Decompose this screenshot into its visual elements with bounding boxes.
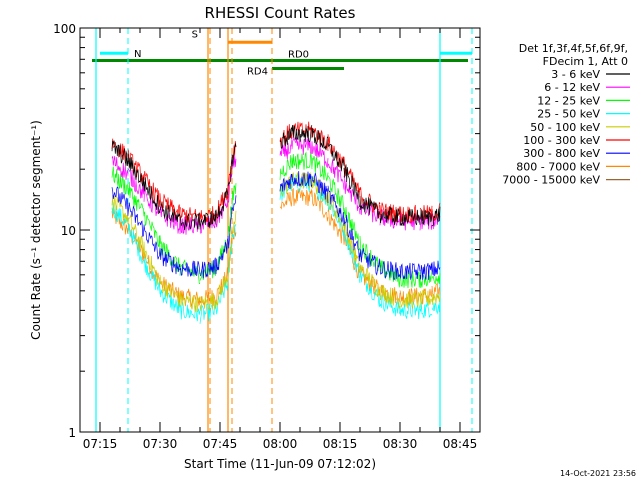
legend-entry: 12 - 25 keV	[537, 94, 600, 107]
legend: Det 1f,3f,4f,5f,6f,9f,FDecim 1, Att 03 -…	[502, 42, 630, 187]
legend-entry: 100 - 300 keV	[523, 134, 600, 147]
legend-entry: 6 - 12 keV	[544, 81, 600, 94]
footer-timestamp: 14-Oct-2021 23:56	[560, 469, 636, 478]
series-line	[111, 124, 441, 231]
legend-entry: 50 - 100 keV	[530, 121, 600, 134]
x-axis-label: Start Time (11-Jun-09 07:12:02)	[184, 457, 376, 471]
legend-entry: 25 - 50 keV	[537, 108, 600, 121]
y-axis-label: Count Rate (s⁻¹ detector segment⁻¹)	[29, 120, 43, 340]
series-line	[111, 172, 441, 313]
legend-entry: 300 - 800 keV	[523, 147, 600, 160]
x-tick-label: 08:00	[263, 437, 298, 451]
x-tick-label: 07:15	[83, 437, 118, 451]
legend-header: Det 1f,3f,4f,5f,6f,9f,	[519, 42, 628, 55]
annotation-label: RD4	[247, 67, 268, 78]
x-tick-label: 07:45	[203, 437, 238, 451]
legend-entry: 800 - 7000 keV	[516, 160, 600, 173]
x-tick-label: 08:15	[323, 437, 358, 451]
legend-entry: 7000 - 15000 keV	[502, 174, 600, 187]
axis-ticks: 07:15 07:30 07:45 08:00 08:15 08:30 08:45 1 10 10…	[53, 22, 481, 451]
series-line	[111, 171, 441, 281]
legend-entry: 3 - 6 keV	[551, 68, 600, 81]
legend-header: FDecim 1, Att 0	[543, 55, 628, 68]
annotation-label: S	[192, 29, 198, 40]
y-tick-label: 100	[53, 22, 76, 36]
annotation-label: RD0	[288, 50, 309, 61]
series-line	[111, 136, 441, 235]
x-tick-label: 08:45	[443, 437, 478, 451]
y-tick-label: 1	[68, 426, 76, 440]
chart-title: RHESSI Count Rates	[205, 4, 356, 22]
x-tick-label: 07:30	[143, 437, 178, 451]
x-tick-label: 08:30	[383, 437, 418, 451]
y-tick-label: 10	[61, 224, 76, 238]
annotation-label: N	[134, 49, 141, 60]
